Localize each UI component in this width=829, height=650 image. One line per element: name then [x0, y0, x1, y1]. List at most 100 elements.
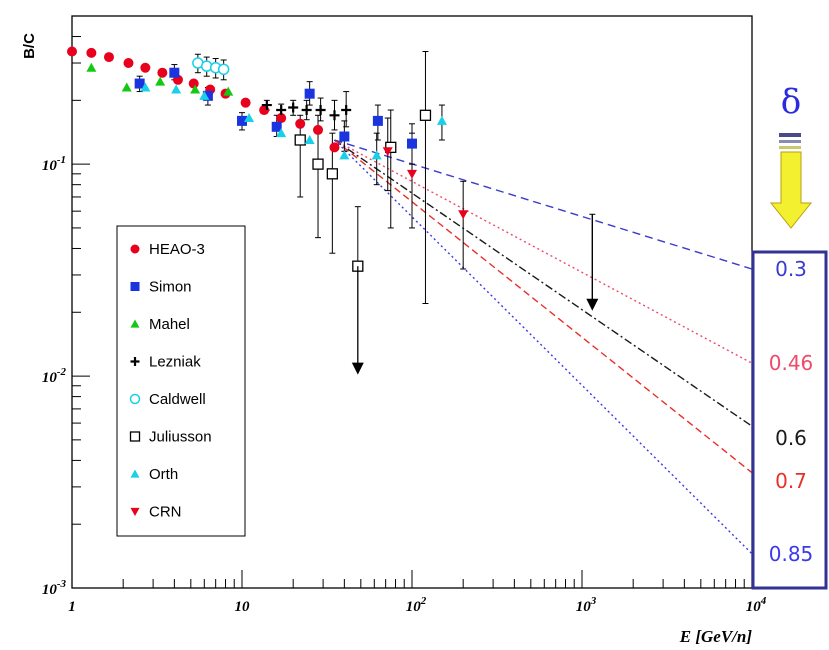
delta-symbol: δ	[781, 82, 801, 122]
marker-heao-3	[240, 97, 251, 108]
marker-simon	[237, 115, 247, 126]
legend-box	[116, 225, 246, 537]
delta-value-0-6: 0.6	[775, 426, 807, 450]
delta-value-0-3: 0.3	[775, 257, 807, 281]
marker-simon	[169, 67, 180, 78]
marker-mahel	[190, 84, 201, 94]
marker-juliusson	[326, 168, 339, 180]
marker-caldwell	[217, 63, 230, 76]
marker-orth	[276, 128, 287, 138]
x-axis-title: E [GeV/n]	[679, 627, 753, 646]
legend-marker-orth	[130, 469, 140, 478]
marker-juliusson	[312, 158, 324, 170]
marker-lezniak	[276, 105, 287, 116]
marker-lezniak	[341, 105, 352, 116]
marker-simon	[304, 88, 315, 99]
marker-crn	[407, 169, 417, 179]
legend-marker-mahel	[130, 319, 140, 328]
marker-heao-3	[276, 113, 287, 124]
legend-marker-heao-3	[130, 244, 140, 254]
legend-label-crn: CRN	[149, 504, 182, 521]
marker-mahel	[223, 86, 234, 96]
model-line-delta-0-6	[334, 139, 753, 427]
marker-heao-3	[103, 52, 114, 63]
marker-heao-3	[295, 118, 306, 129]
marker-simon	[372, 115, 383, 126]
marker-mahel	[155, 76, 166, 86]
marker-lezniak	[329, 110, 340, 121]
marker-lezniak	[288, 102, 299, 113]
marker-crn	[382, 147, 393, 157]
delta-value-0-85: 0.85	[769, 542, 814, 566]
marker-juliusson	[294, 134, 306, 146]
x-tick-label: 10	[235, 599, 251, 615]
marker-juliusson	[419, 109, 432, 121]
delta-value-0-7: 0.7	[775, 469, 807, 493]
legend-label-heao-3: HEAO-3	[149, 241, 205, 258]
marker-heao-3	[123, 58, 134, 69]
legend-marker-juliusson	[129, 431, 141, 442]
marker-heao-3	[86, 47, 97, 58]
axis-ticks	[71, 15, 745, 589]
marker-mahel	[121, 82, 132, 92]
legend-label-lezniak: Lezniak	[149, 354, 201, 371]
model-lines	[333, 139, 753, 555]
marker-lezniak	[261, 100, 272, 111]
marker-orth	[339, 150, 350, 160]
tick-labels: 1 10 102 103 104 10-3 10-2 10-1	[42, 154, 767, 615]
arrow-stripe-1	[779, 133, 801, 137]
legend-marker-lezniak	[130, 357, 140, 366]
marker-heao-3	[67, 46, 77, 57]
marker-orth	[140, 82, 151, 92]
x-tick-label: 102	[406, 595, 427, 615]
y-tick-label: 10-1	[42, 154, 66, 174]
marker-heao-3	[157, 67, 168, 78]
y-axis-title: B/C	[21, 33, 38, 59]
marker-heao-3	[188, 78, 199, 89]
marker-heao-3	[329, 142, 340, 153]
y-tick-label: 10-3	[42, 578, 67, 598]
y-tick-label: 10-2	[42, 366, 67, 386]
model-line-delta-0-46	[334, 139, 753, 364]
marker-heao-3	[140, 62, 151, 73]
x-tick-label: 1	[68, 599, 76, 615]
model-line-delta-0-7	[334, 139, 753, 474]
marker-simon	[271, 121, 282, 132]
marker-mahel	[86, 62, 97, 72]
down-arrow-icon	[769, 151, 813, 229]
marker-heao-3	[313, 124, 324, 135]
marker-simon	[202, 90, 213, 101]
arrow-stripe-2	[779, 140, 801, 143]
marker-orth	[436, 115, 447, 125]
delta-value-0-46: 0.46	[769, 351, 814, 375]
legend-marker-caldwell	[129, 393, 141, 405]
model-line-delta-0-3	[334, 139, 753, 270]
upper-limit-arrows	[351, 214, 599, 375]
x-tick-label: 104	[746, 595, 767, 615]
data-markers	[67, 46, 598, 309]
marker-orth	[199, 90, 210, 100]
marker-orth	[304, 134, 315, 144]
upper-limit-arrowhead	[351, 362, 364, 375]
arrow-stripe-3	[779, 146, 801, 149]
upper-limit-arrowhead	[586, 298, 599, 311]
legend-label-simon: Simon	[149, 279, 192, 296]
marker-lezniak	[315, 105, 326, 116]
legend-label-caldwell: Caldwell	[149, 391, 206, 408]
marker-lezniak	[301, 105, 312, 116]
marker-orth	[171, 84, 182, 94]
marker-crn	[458, 210, 469, 220]
x-tick-label: 103	[576, 595, 597, 615]
legend: HEAO-3 Simon Mahel Lezniak Caldwell Juliusson…	[116, 225, 246, 537]
marker-orth	[244, 113, 255, 123]
delta-panel: δ 0.3 0.46 0.6 0.7 0.85	[751, 82, 828, 590]
marker-simon	[339, 131, 350, 142]
marker-simon	[134, 78, 145, 89]
legend-label-juliusson: Juliusson	[149, 429, 212, 446]
marker-orth	[371, 150, 382, 160]
marker-simon	[407, 138, 417, 149]
legend-label-mahel: Mahel	[149, 316, 190, 333]
legend-label-orth: Orth	[149, 466, 178, 483]
legend-marker-crn	[130, 507, 140, 516]
